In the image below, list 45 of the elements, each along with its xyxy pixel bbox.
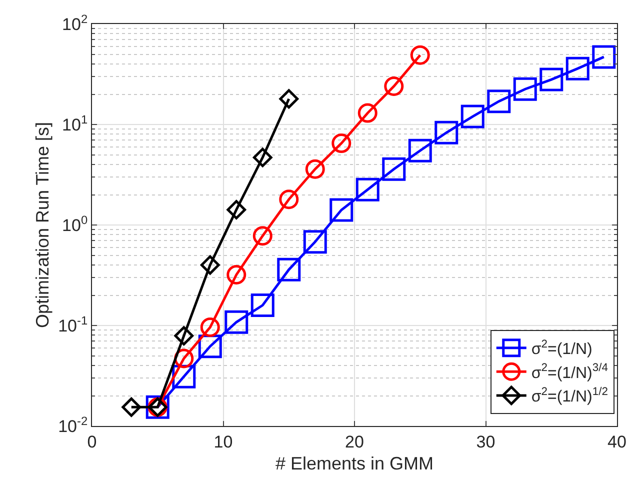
y-axis-title: Optimization Run Time [s] — [32, 122, 52, 328]
point — [592, 45, 616, 69]
point — [252, 226, 272, 246]
point — [487, 90, 511, 114]
legend-label: σ$^{2}$=(1/N)$^{1/2}$ — [531, 386, 608, 406]
point — [224, 310, 248, 334]
point — [252, 148, 272, 168]
point — [382, 157, 406, 181]
point — [566, 56, 590, 80]
x-tick-label: 30 — [476, 432, 496, 452]
y-tick-label: 10$^{-1}$ — [58, 313, 88, 336]
point — [277, 258, 301, 282]
point — [250, 294, 274, 318]
point — [356, 178, 380, 202]
point — [358, 103, 378, 123]
point — [513, 77, 537, 101]
point — [200, 318, 220, 338]
point — [226, 200, 246, 220]
point — [174, 326, 194, 346]
x-tick-label: 20 — [345, 432, 364, 452]
y-tick-label: 10$^{-2}$ — [58, 414, 88, 436]
point — [122, 397, 142, 417]
point — [410, 45, 430, 65]
point — [540, 68, 564, 92]
x-axis-title: # Elements in GMM — [275, 454, 434, 474]
legend-label: σ$^{2}$=(1/N) — [531, 338, 592, 358]
point — [226, 264, 246, 284]
y-tick-label: 10$^{1}$ — [62, 112, 88, 134]
y-tick-label: 10$^{2}$ — [62, 12, 88, 34]
point — [332, 134, 352, 154]
y-tick-label: 10$^{0}$ — [62, 212, 88, 235]
point — [279, 190, 299, 210]
x-tick-label: 10 — [214, 432, 233, 452]
x-tick-label: 40 — [608, 432, 626, 452]
x-tick-label: 0 — [87, 432, 97, 452]
point — [279, 89, 299, 109]
point — [460, 104, 484, 128]
point — [408, 138, 432, 162]
point — [434, 120, 458, 144]
point — [330, 198, 354, 222]
legend-label: σ$^{2}$=(1/N)$^{3/4}$ — [531, 362, 608, 382]
point — [384, 76, 404, 96]
point — [200, 255, 220, 275]
point — [303, 230, 327, 254]
point — [305, 159, 325, 179]
